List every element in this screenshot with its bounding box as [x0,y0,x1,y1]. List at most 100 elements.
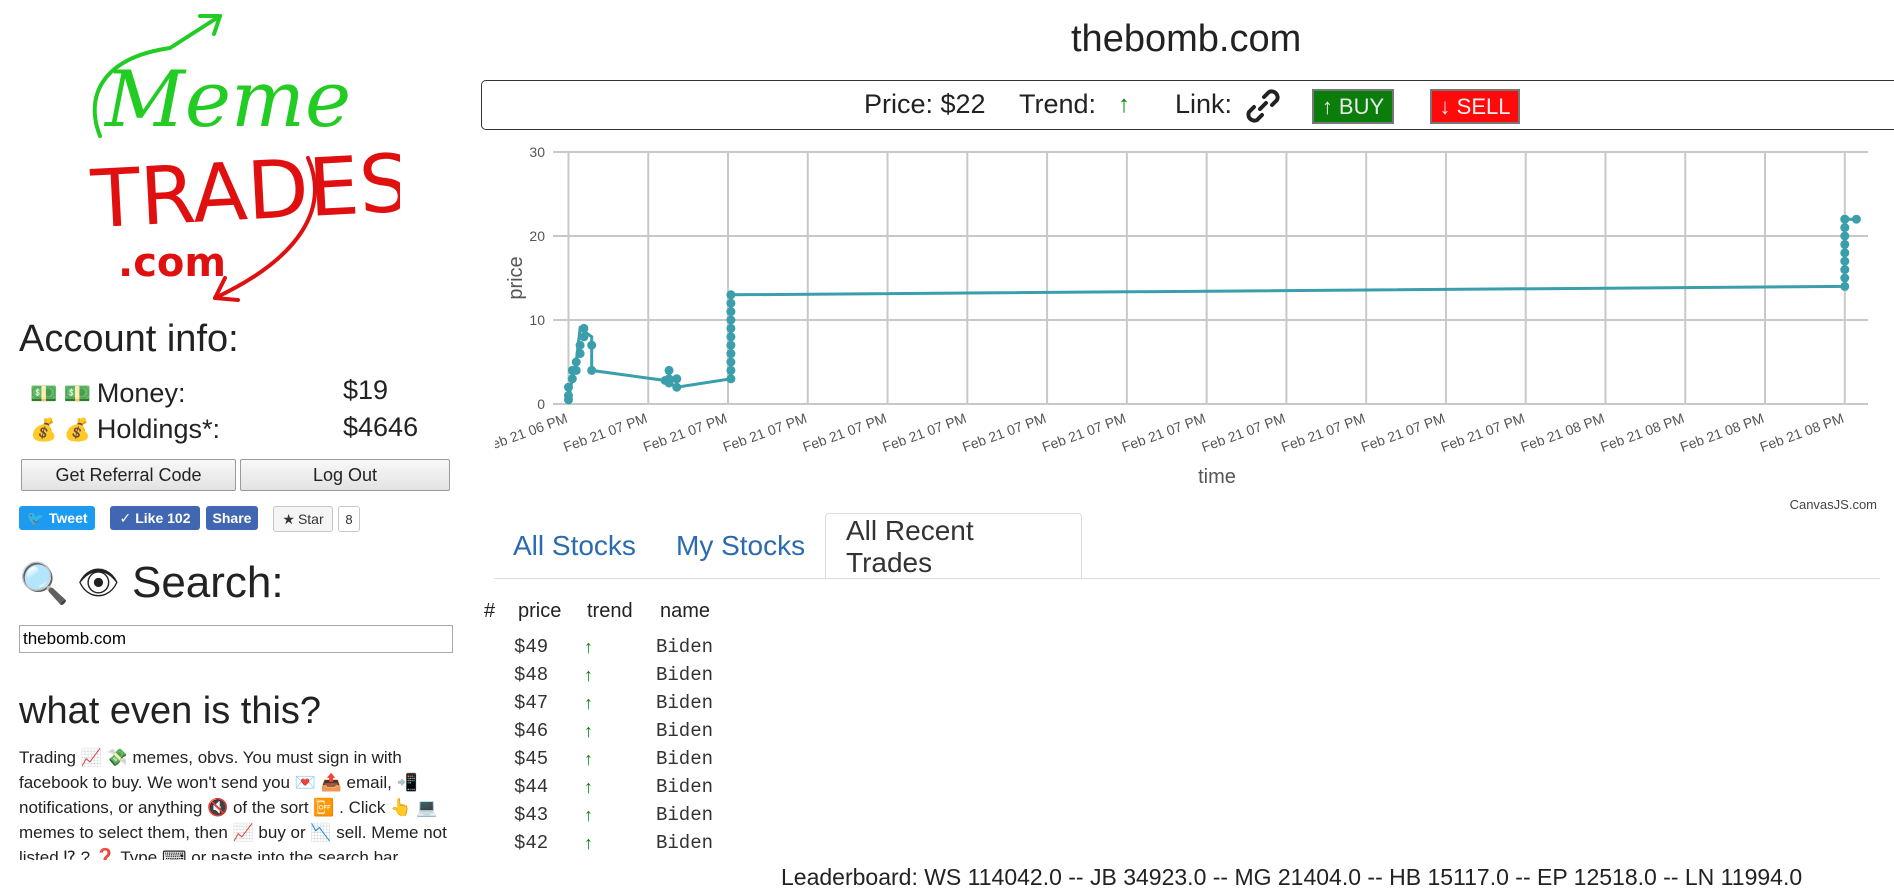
trade-price: $46 [514,720,549,742]
trade-name: Biden [656,692,714,714]
log-out-button[interactable]: Log Out [240,459,450,491]
x-tick-label: Feb 21 07 PM [1279,410,1367,455]
svg-text:TRADES: TRADES [88,137,400,247]
column-header-trend: trend [587,600,633,622]
price-text: Price: $22 [864,89,986,119]
trade-name: Biden [656,748,714,770]
x-tick-label: Feb 21 08 PM [1598,410,1686,455]
data-point [575,349,585,359]
trend-up-icon: ↑ [584,636,593,657]
series-line [567,217,1857,401]
trend-up-icon: ↑ [584,720,593,741]
eye-icon: 👁 [76,564,120,602]
facebook-share-button[interactable]: Share [206,506,258,530]
x-tick-label: Feb 21 06 PM [495,410,569,455]
trade-name: Biden [656,776,714,798]
data-point [1840,265,1850,275]
y-tick-label: 0 [537,396,545,412]
data-point [726,340,736,350]
data-point [726,290,736,300]
column-header-name: name [660,600,711,622]
star-count: 8 [338,506,360,532]
money-bag-icon: 💰 💰 [30,416,91,442]
y-axis-label: price [505,256,527,299]
holdings-row: 💰 💰 Holdings*: [30,414,220,445]
data-point [571,357,581,367]
trend-up-icon: ↑ [1118,91,1130,118]
tab-all-recent-trades[interactable]: All Recent Trades [825,513,1082,579]
data-point [563,391,573,401]
data-point [726,298,736,308]
x-tick-label: Feb 21 07 PM [1199,410,1287,455]
data-point [664,374,674,384]
data-point [575,340,585,350]
svg-text:Meme: Meme [103,55,351,145]
buy-button[interactable]: ↑ BUY [1312,89,1394,124]
y-axis-ticks: 0 10 20 30 [529,144,545,412]
data-point [672,382,682,392]
money-icon: 💵 💵 [30,380,91,406]
column-header-number: # [484,600,496,622]
link-chain-icon[interactable] [1242,85,1284,127]
logo-arrow-up [92,14,222,138]
star-icon: ★ [282,510,295,527]
data-point [726,357,736,367]
data-point [1840,214,1850,224]
checkmark-icon: ✓ [119,509,132,526]
magnifier-icon: 🔍 [19,561,69,606]
data-point [726,374,736,384]
x-tick-label: Feb 21 07 PM [561,410,649,455]
y-tick-label: 30 [529,144,545,160]
tweet-button[interactable]: 🐦 Tweet [19,506,95,530]
data-point [1840,273,1850,283]
trend-up-icon: ↑ [584,748,593,769]
stock-info-bar: Price: $22 Trend: ↑ Link: ↑ BUY ↓ SELL [481,80,1894,130]
data-point [579,332,589,342]
trade-price: $43 [514,804,549,826]
tab-all-stocks[interactable]: All Stocks [513,530,636,561]
tab-divider [494,578,1880,579]
x-tick-label: Feb 21 07 PM [800,410,888,455]
referral-code-button[interactable]: Get Referral Code [21,459,236,491]
data-point [1840,231,1850,241]
sell-button[interactable]: ↓ SELL [1430,89,1520,124]
x-tick-label: Feb 21 07 PM [880,410,968,455]
trade-price: $49 [514,636,549,658]
trade-price: $42 [514,832,549,854]
site-logo[interactable]: Meme TRADES .com [80,8,400,308]
search-heading: 🔍 👁 Search: [19,558,284,607]
holdings-value: $4646 [343,412,419,442]
x-tick-label: Feb 21 07 PM [1120,410,1208,455]
x-tick-label: Feb 21 08 PM [1678,410,1766,455]
trend-up-icon: ↑ [584,692,593,713]
trend-up-icon: ↑ [584,832,593,853]
trade-price: $45 [514,748,549,770]
data-point [1840,248,1850,258]
trade-name: Biden [656,636,714,658]
x-tick-label: Feb 21 07 PM [1359,410,1447,455]
data-point [587,365,597,375]
column-header-price: price [518,600,562,622]
data-point [726,349,736,359]
search-input[interactable] [19,625,453,653]
trade-name: Biden [656,720,714,742]
data-point [563,382,573,392]
x-tick-label: Feb 21 07 PM [641,410,729,455]
data-point [1840,223,1850,233]
sidebar: Meme TRADES .com Account info: 💵 💵 Money… [0,0,470,892]
x-tick-label: Feb 21 08 PM [1758,410,1846,455]
twitter-bird-icon: 🐦 [26,509,44,526]
tab-my-stocks[interactable]: My Stocks [676,530,806,561]
trend-up-icon: ↑ [584,776,593,797]
data-point [1840,256,1850,266]
facebook-like-button[interactable]: ✓ Like 102 [110,506,200,530]
canvasjs-credit[interactable]: CanvasJS.com [1790,497,1877,512]
github-star-button[interactable]: ★ Star [273,506,333,532]
holdings-label: Holdings*: [96,414,220,444]
data-point [726,315,736,325]
x-tick-label: Feb 21 08 PM [1518,410,1606,455]
trade-name: Biden [656,804,714,826]
trade-price: $47 [514,692,549,714]
